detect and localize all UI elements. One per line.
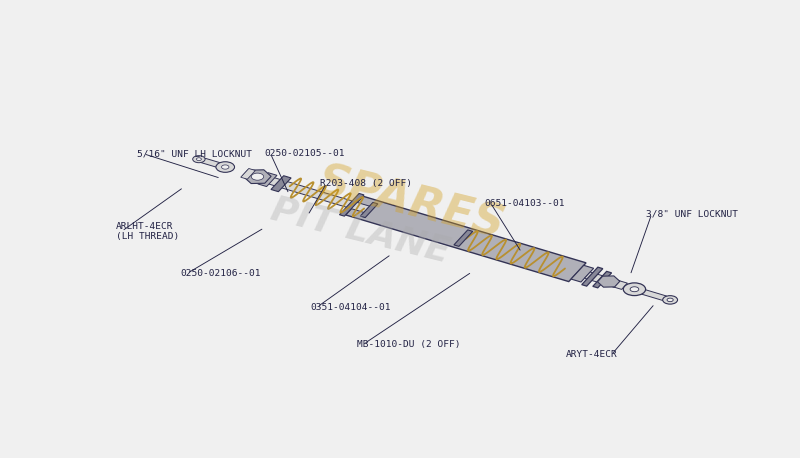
Circle shape: [197, 158, 202, 161]
Text: PIT LANE: PIT LANE: [267, 193, 454, 270]
Polygon shape: [242, 170, 372, 213]
Text: R203-408 (2 OFF): R203-408 (2 OFF): [320, 179, 412, 188]
Circle shape: [667, 298, 674, 302]
Text: ARLHT-4ECR
(LH THREAD): ARLHT-4ECR (LH THREAD): [115, 222, 178, 241]
Polygon shape: [585, 272, 620, 287]
Circle shape: [216, 162, 234, 172]
Text: 5/16" UNF LH LOCKNUT: 5/16" UNF LH LOCKNUT: [138, 149, 252, 158]
Text: 0351-04104--01: 0351-04104--01: [310, 303, 391, 311]
Polygon shape: [571, 265, 594, 282]
Circle shape: [630, 287, 638, 292]
Text: SPARES: SPARES: [312, 159, 508, 247]
Polygon shape: [582, 267, 603, 286]
Text: 0250-02105--01: 0250-02105--01: [264, 149, 345, 158]
Text: 3/8" UNF LOCKNUT: 3/8" UNF LOCKNUT: [646, 209, 738, 218]
Circle shape: [662, 296, 678, 304]
Circle shape: [623, 283, 646, 295]
Polygon shape: [612, 280, 627, 289]
Polygon shape: [346, 196, 586, 282]
Text: 0651-04103--01: 0651-04103--01: [485, 199, 565, 207]
Polygon shape: [454, 230, 473, 246]
Text: MB-1010-DU (2 OFF): MB-1010-DU (2 OFF): [358, 340, 461, 349]
Polygon shape: [339, 193, 364, 216]
Polygon shape: [202, 158, 227, 169]
Polygon shape: [633, 287, 666, 300]
Circle shape: [193, 156, 205, 163]
Polygon shape: [244, 170, 271, 184]
Circle shape: [222, 165, 229, 169]
Polygon shape: [360, 202, 378, 218]
Polygon shape: [598, 276, 620, 287]
Text: ARYT-4ECR: ARYT-4ECR: [566, 350, 618, 359]
Polygon shape: [271, 176, 291, 192]
Circle shape: [251, 173, 264, 180]
Text: 0250-02106--01: 0250-02106--01: [181, 269, 261, 278]
Polygon shape: [241, 169, 255, 179]
Polygon shape: [258, 173, 277, 186]
Polygon shape: [593, 272, 611, 288]
